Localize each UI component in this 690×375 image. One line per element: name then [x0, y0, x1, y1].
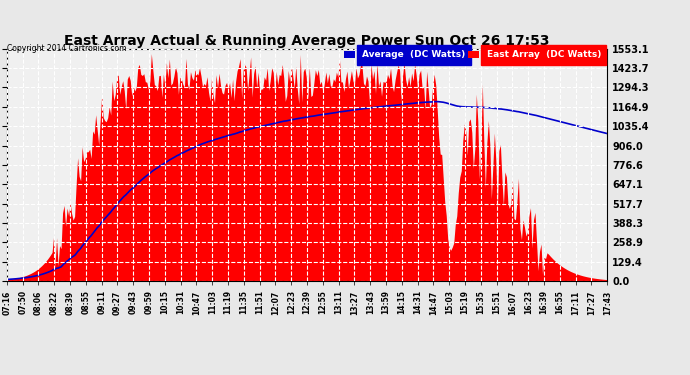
Legend: Average  (DC Watts), East Array  (DC Watts): Average (DC Watts), East Array (DC Watts… — [343, 49, 602, 61]
Text: Copyright 2014 Cartronics.com: Copyright 2014 Cartronics.com — [7, 44, 126, 52]
Title: East Array Actual & Running Average Power Sun Oct 26 17:53: East Array Actual & Running Average Powe… — [64, 34, 550, 48]
